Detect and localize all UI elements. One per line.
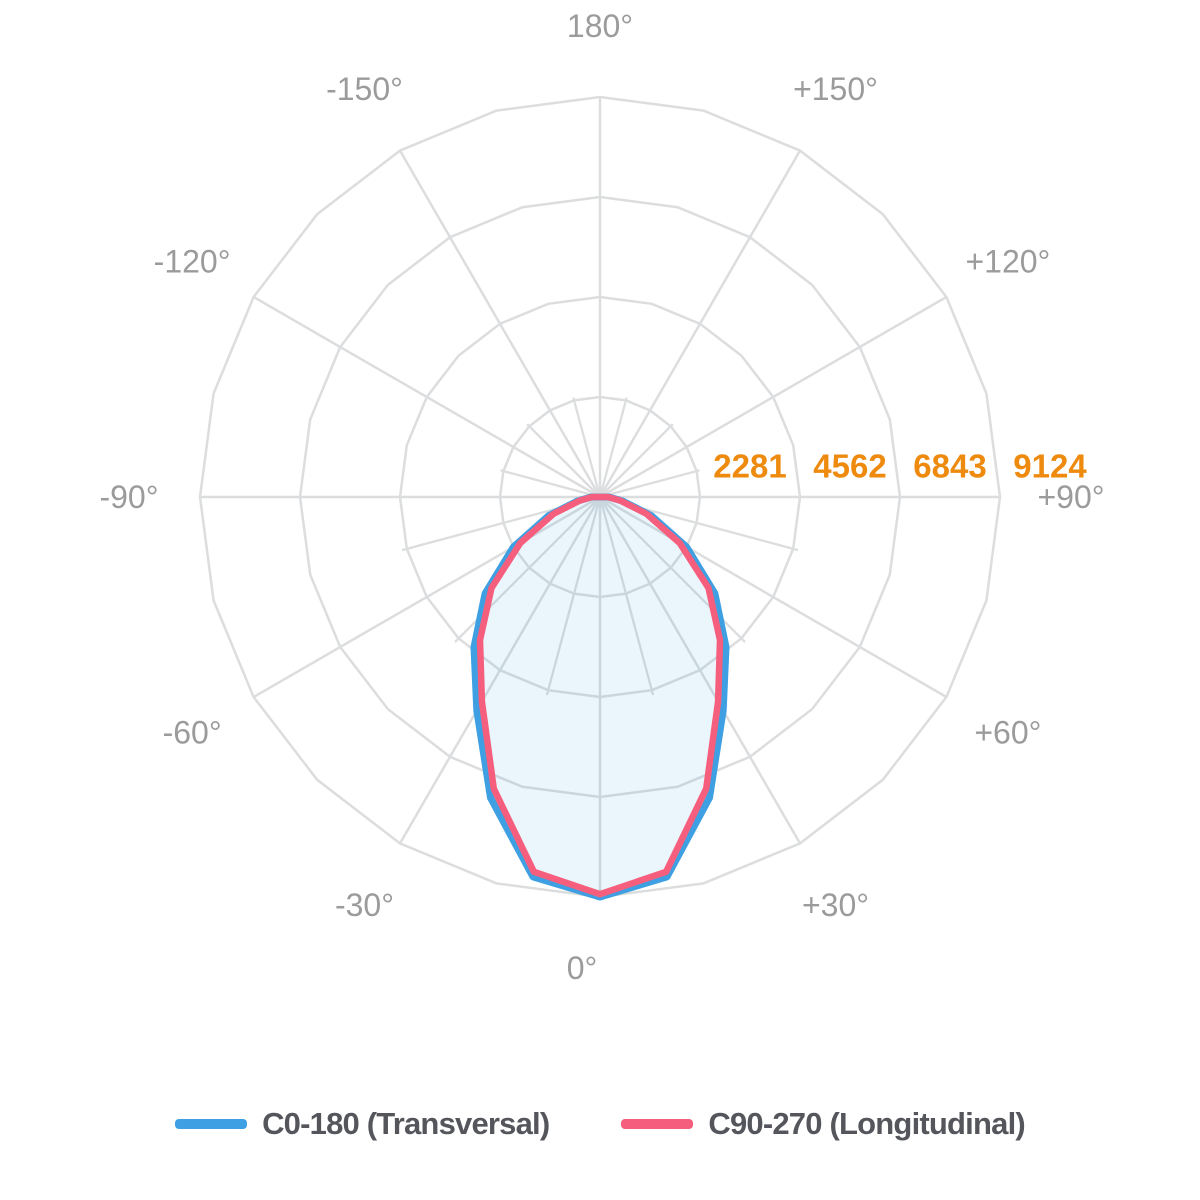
grid-spoke-major — [598, 496, 802, 845]
radial-tick-label: 4562 — [813, 448, 886, 485]
radial-tick-label: 2281 — [713, 448, 786, 485]
angle-tick-label: -30° — [335, 887, 394, 923]
angle-tick-label: -60° — [163, 715, 222, 751]
grid-spoke-major — [598, 149, 802, 498]
grid-spoke-major — [398, 496, 602, 845]
grid-spoke-major — [252, 295, 601, 499]
grid-spoke-minor — [599, 423, 674, 498]
chart-legend: C0-180 (Transversal) C90-270 (Longitudin… — [0, 1106, 1200, 1142]
radial-tick-labels: 2281 4562 6843 9124 — [713, 448, 1087, 485]
legend-item-c0-180[interactable]: C0-180 (Transversal) — [175, 1106, 550, 1142]
angle-tick-labels: 0° +30° +60° +90° +120° +150° 180° -30° -60° -90°… — [99, 8, 1104, 986]
angle-tick-label: +30° — [802, 887, 869, 923]
radial-tick-label: 6843 — [913, 448, 986, 485]
legend-label-c0-180: C0-180 (Transversal) — [262, 1106, 550, 1141]
series-line-c90-270 — [476, 493, 724, 898]
legend-label-c90-270: C90-270 (Longitudinal) — [708, 1106, 1025, 1141]
angle-tick-label: -90° — [99, 479, 158, 515]
angle-tick-label: +90° — [1037, 479, 1104, 515]
angle-tick-label: +60° — [974, 715, 1041, 751]
angle-tick-label: -120° — [154, 244, 231, 280]
angle-tick-label: -150° — [326, 71, 403, 107]
angle-tick-label: +150° — [793, 71, 878, 107]
radial-tick-label: 9124 — [1013, 448, 1087, 485]
grid-spoke-major — [398, 149, 602, 498]
series-fill — [474, 497, 726, 897]
grid-spoke-minor — [572, 397, 602, 498]
angle-tick-label: 0° — [567, 950, 598, 986]
legend-swatch-c90-270 — [621, 1119, 694, 1129]
grid-spoke-minor — [598, 397, 628, 498]
grid-spoke-minor — [598, 496, 655, 696]
angle-tick-label: +120° — [965, 244, 1050, 280]
series-curves — [470, 493, 730, 901]
legend-swatch-c0-180 — [175, 1119, 248, 1129]
grid-spoke-major — [599, 295, 948, 499]
grid-spoke-minor — [599, 469, 700, 499]
grid-spoke-major — [599, 495, 948, 699]
angle-tick-label: 180° — [567, 8, 633, 44]
polar-grid — [198, 95, 1002, 899]
legend-item-c90-270[interactable]: C90-270 (Longitudinal) — [621, 1106, 1026, 1142]
grid-spoke-minor — [545, 496, 602, 696]
grid-spoke-minor — [526, 423, 601, 498]
grid-spoke-minor — [500, 469, 601, 499]
grid-spoke-major — [252, 495, 601, 699]
